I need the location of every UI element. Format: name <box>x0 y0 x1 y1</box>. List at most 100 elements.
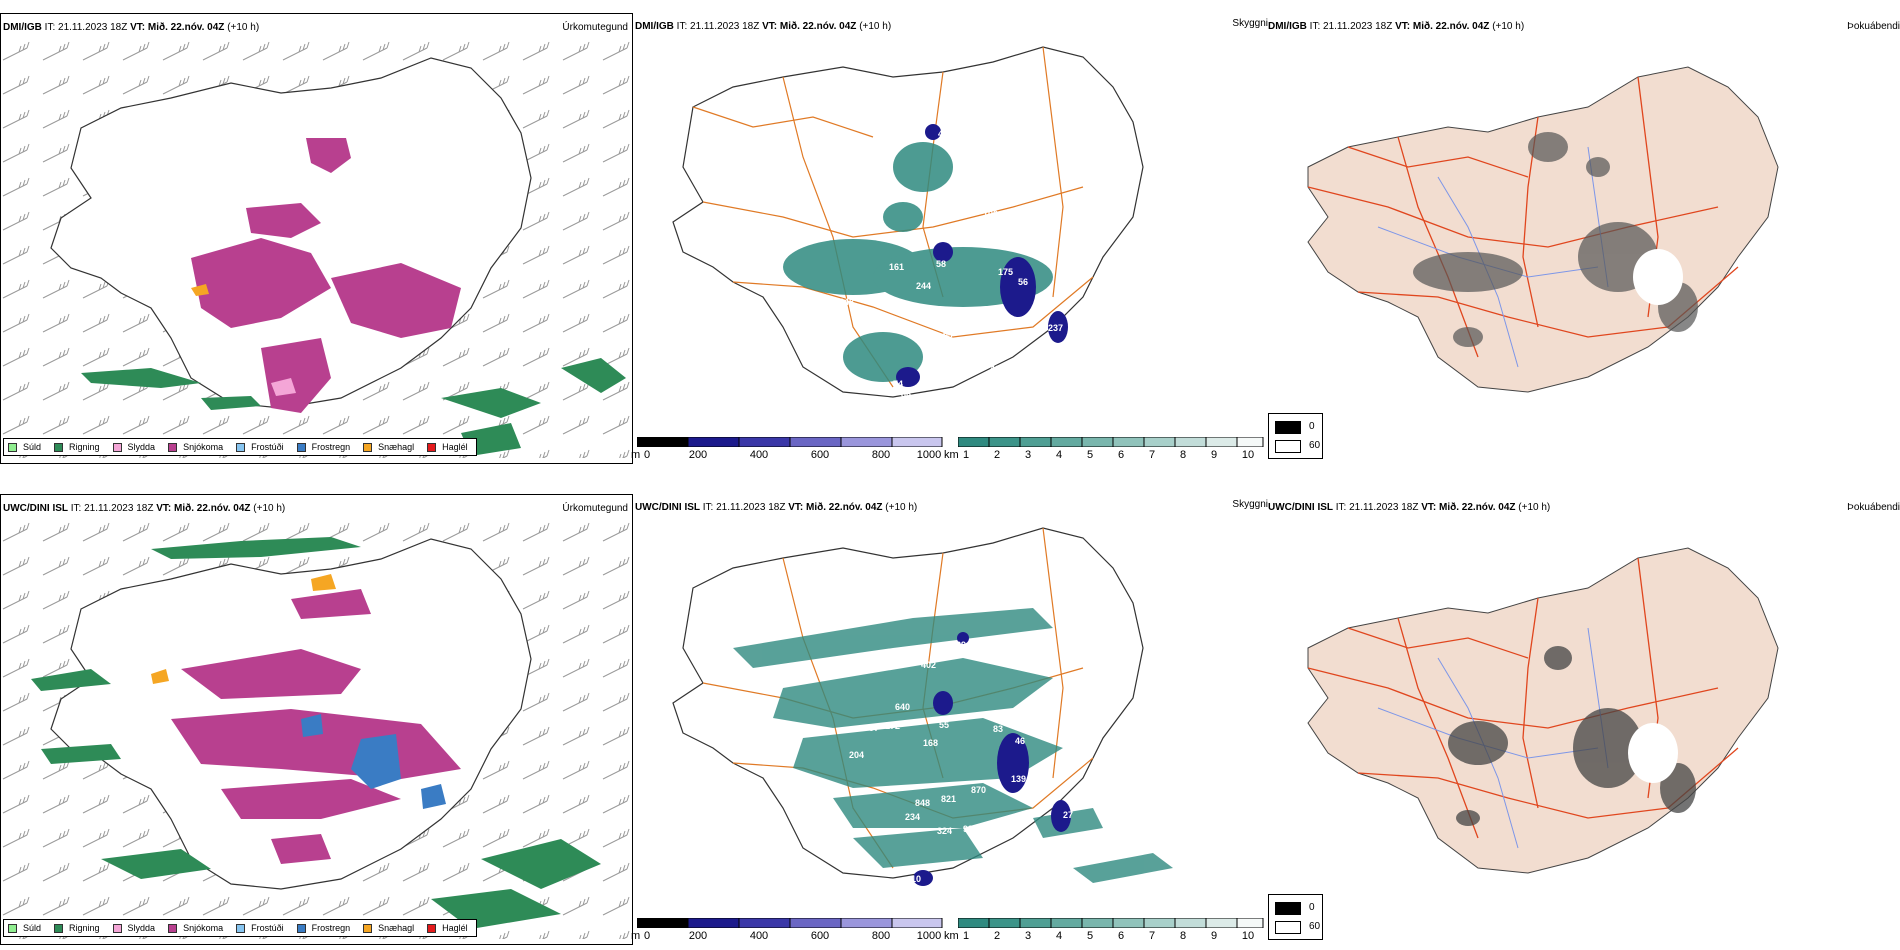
panel-header: DMI/IGB IT: 21.11.2023 18Z VT: Mið. 22.n… <box>635 21 892 32</box>
fog-map <box>1307 66 1779 393</box>
panel-header: UWC/DINI ISL IT: 21.11.2023 18Z VT: Mið.… <box>635 502 918 513</box>
vis-label: 55 <box>939 720 949 730</box>
panel-title: Þokuábendi <box>1847 21 1900 32</box>
tick-label: 3 <box>1024 449 1032 461</box>
tick-label: 6 <box>1117 449 1125 461</box>
vis-label: 175 <box>998 267 1013 277</box>
tick-label: 200 <box>688 930 708 942</box>
legend-item: Frostúði <box>236 442 284 452</box>
vis-label: 993 <box>963 824 978 834</box>
vis-label: 74 <box>893 379 903 389</box>
vis-label: 123 <box>991 181 1006 191</box>
visibility-ticks: 1 2 3 4 5 6 7 8 9 10 <box>958 930 1264 944</box>
precip-type-map <box>1 519 632 939</box>
precip-legend: Súld Rigning Slydda Snjókoma Frostúði Fr… <box>3 438 477 456</box>
legend-item: Slydda <box>112 923 155 933</box>
legend-item: Snæhagl <box>363 442 414 452</box>
vis-label: 100 <box>983 209 998 219</box>
ceiling-ticks: 0 200 400 600 800 1000 <box>637 449 943 463</box>
vis-label: 48 <box>938 129 948 139</box>
fog-legend-swatch-white <box>1275 921 1301 934</box>
tick-label: 6 <box>1117 930 1125 942</box>
fog-legend-label: 0 <box>1309 902 1315 913</box>
vis-label: 848 <box>915 798 930 808</box>
legend-item: Slydda <box>112 442 155 452</box>
vis-label: 168 <box>923 738 938 748</box>
vis-label: 140 <box>973 169 988 179</box>
tick-label: 5 <box>1086 930 1094 942</box>
fog-legend: 0 60 <box>1268 413 1323 459</box>
fog-map <box>1307 547 1779 874</box>
tick-label: 400 <box>749 449 769 461</box>
legend-item: Haglél <box>427 442 468 452</box>
visibility-unit: km <box>944 930 959 942</box>
visibility-map: 48 52 140 123 163 100 161 58 175 56 348 … <box>672 46 1144 411</box>
vis-label: 139 <box>1011 774 1026 784</box>
vis-label: 229 <box>951 640 966 650</box>
fog-legend-label: 60 <box>1309 440 1321 451</box>
vis-label: 640 <box>895 702 910 712</box>
visibility-panel-top: DMI/IGB IT: 21.11.2023 18Z VT: Mið. 22.n… <box>631 13 1268 464</box>
vis-label: 403 <box>990 364 1005 374</box>
visibility-colorbar <box>958 918 1264 928</box>
panel-header: UWC/DINI ISL IT: 21.11.2023 18Z VT: Mið.… <box>1268 502 1551 513</box>
tick-label: 400 <box>749 930 769 942</box>
tick-label: 200 <box>688 449 708 461</box>
tick-label: 0 <box>643 449 651 461</box>
panel-title: Skyggni <box>1232 18 1268 29</box>
legend-item: Rigning <box>54 923 100 933</box>
ceiling-colorbar <box>637 918 943 928</box>
visibility-unit: km <box>944 449 959 461</box>
vis-label: 237 <box>1048 323 1063 333</box>
ceiling-colorbar <box>637 437 943 447</box>
vis-label: 172 <box>885 721 900 731</box>
tick-label: 10 <box>1241 930 1255 942</box>
precip-type-map <box>1 38 632 458</box>
fog-legend-label: 0 <box>1309 421 1315 432</box>
legend-item: Snjókoma <box>168 923 223 933</box>
fog-panel-top: DMI/IGB IT: 21.11.2023 18Z VT: Mið. 22.n… <box>1268 13 1900 464</box>
tick-label: 3 <box>1024 930 1032 942</box>
tick-label: 600 <box>810 449 830 461</box>
panel-title: Þokuábendi <box>1847 502 1900 513</box>
vis-label: 234 <box>905 812 920 822</box>
legend-item: Frostregn <box>296 442 350 452</box>
fog-legend-swatch-black <box>1275 421 1301 434</box>
tick-label: 1000 <box>916 449 942 461</box>
vis-label: 64 <box>943 329 953 339</box>
tick-label: 1 <box>962 449 970 461</box>
fog-legend: 0 60 <box>1268 894 1323 940</box>
precip-type-panel-top: DMI/IGB IT: 21.11.2023 18Z VT: Mið. 22.n… <box>0 13 633 464</box>
vis-label: 58 <box>936 259 946 269</box>
vis-label: 56 <box>1018 277 1028 287</box>
vis-label: 306 <box>985 635 1000 645</box>
legend-item: Snæhagl <box>363 923 414 933</box>
vis-label: 76 <box>873 295 883 305</box>
visibility-colorbar <box>958 437 1264 447</box>
ceiling-unit: m <box>631 930 641 942</box>
vis-label: 163 <box>958 201 973 211</box>
fog-legend-swatch-black <box>1275 902 1301 915</box>
legend-item: Frostúði <box>236 923 284 933</box>
fog-legend-label: 60 <box>1309 921 1321 932</box>
vis-label: 24 <box>1067 349 1077 359</box>
tick-label: 9 <box>1210 930 1218 942</box>
tick-label: 8 <box>1179 449 1187 461</box>
panel-header: UWC/DINI ISL IT: 21.11.2023 18Z VT: Mið.… <box>3 503 286 514</box>
tick-label: 0 <box>643 930 651 942</box>
vis-label: 324 <box>937 826 952 836</box>
visibility-map: 201 229 306 402 640 55 83 46 97 172 168 … <box>672 527 1173 886</box>
vis-label: 97 <box>869 723 879 733</box>
tick-label: 4 <box>1055 930 1063 942</box>
precip-type-panel-bottom: UWC/DINI ISL IT: 21.11.2023 18Z VT: Mið.… <box>0 494 633 945</box>
tick-label: 2 <box>993 449 1001 461</box>
fog-legend-swatch-white <box>1275 440 1301 453</box>
panel-title: Úrkomutegund <box>562 22 628 33</box>
tick-label: 4 <box>1055 449 1063 461</box>
vis-label: 821 <box>941 794 956 804</box>
legend-item: Rigning <box>54 442 100 452</box>
tick-label: 9 <box>1210 449 1218 461</box>
panel-header: DMI/IGB IT: 21.11.2023 18Z VT: Mið. 22.n… <box>1268 21 1525 32</box>
panel-title: Skyggni <box>1232 499 1268 510</box>
vis-label: 244 <box>916 281 931 291</box>
